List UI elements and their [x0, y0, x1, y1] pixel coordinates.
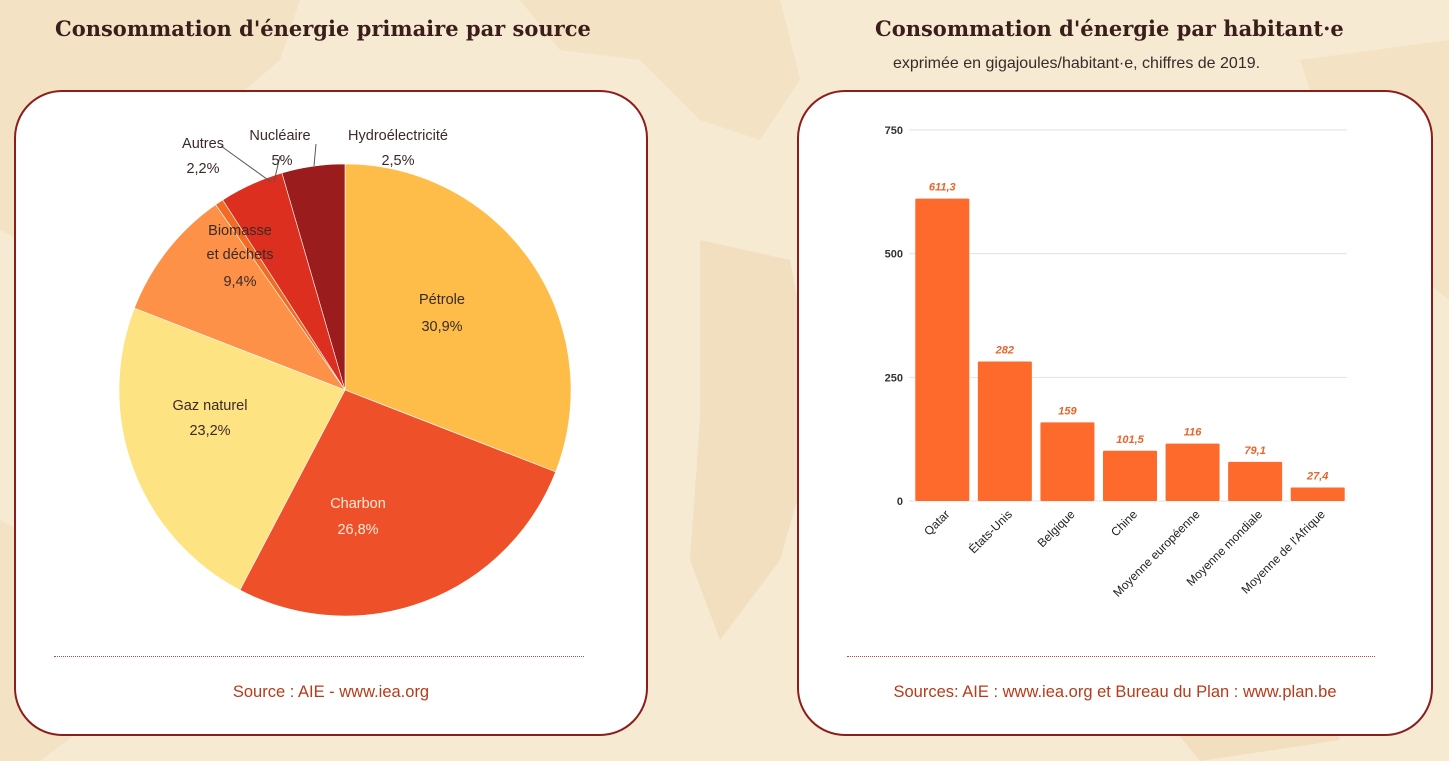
left-source-text: Source : AIE - www.iea.org [232, 683, 430, 701]
pie-slice-gaz-naturel [118, 307, 346, 591]
pie-slice-hydroelectricite [281, 163, 346, 391]
left-chart-title: Consommation d'énergie primaire par sour… [55, 16, 591, 41]
value-label-moyenne-europeenne: 116 [1184, 427, 1202, 439]
pie-slice-petrole [344, 163, 572, 473]
pie-label-charbon-name: Charbon [330, 496, 386, 512]
value-label-qatar: 611,3 [929, 182, 956, 194]
pie-label-autres-name: Autres [182, 136, 224, 152]
bar-chart: 0 250 500 750 611,3 282 159 101,5 116 79,1 27,4 Q… [885, 125, 1347, 600]
right-chart-card: 0 250 500 750 611,3 282 159 101,5 116 79,1 27,4 Q… [797, 90, 1433, 736]
pie-label-hydro-name: Hydroélectricité [348, 128, 448, 144]
bar-etats-unis [977, 361, 1032, 501]
pie-label-biomasse-value: 9,4% [223, 274, 256, 290]
value-label-etats-unis: 282 [995, 345, 1014, 357]
value-label-moyenne-mondiale: 79,1 [1244, 445, 1265, 457]
pie-slice-biomasse-et-dechets [133, 204, 346, 391]
y-tick-label-500: 500 [885, 249, 903, 261]
hydro-leader-line [313, 143, 317, 167]
category-label-etats-unis: États-Unis [965, 507, 1015, 557]
pie-label-nucleaire-value: 5% [272, 153, 293, 169]
pie-slice-charbon [239, 389, 557, 617]
right-source-text: Sources: AIE : www.iea.org et Bureau du … [893, 683, 1337, 701]
pie-label-charbon-value: 26,8% [337, 522, 378, 538]
right-divider [847, 656, 1375, 657]
category-label-belgique: Belgique [1035, 507, 1078, 550]
pie-label-autres-value: 2,2% [186, 161, 219, 177]
left-chart-card: Pétrole 30,9% Charbon 26,8% Gaz naturel … [14, 90, 648, 736]
pie-label-gaz-name: Gaz naturel [173, 398, 248, 414]
left-divider [54, 656, 584, 657]
bar-moyenne-europeenne [1165, 443, 1220, 501]
y-tick-label-250: 250 [885, 372, 903, 384]
pie-label-hydro-value: 2,5% [381, 153, 414, 169]
value-label-moyenne-de-l-afrique: 27,4 [1306, 470, 1328, 482]
pie-label-petrole-value: 30,9% [421, 319, 462, 335]
bar-qatar [915, 198, 970, 501]
bar-chine [1103, 450, 1157, 501]
y-tick-label-750: 750 [885, 125, 903, 137]
bar-moyenne-de-l-afrique [1290, 487, 1345, 501]
pie-label-gaz-value: 23,2% [189, 423, 230, 439]
autres-leader-line [220, 145, 272, 183]
pie-label-nucleaire-name: Nucléaire [249, 128, 310, 144]
pie-label-petrole-name: Pétrole [419, 292, 465, 308]
right-chart-title: Consommation d'énergie par habitant·e [875, 16, 1344, 41]
category-label-chine: Chine [1108, 507, 1140, 539]
bar-moyenne-mondiale [1228, 461, 1283, 501]
y-tick-label-0: 0 [897, 496, 903, 508]
pie-label-biomasse-name-line1: Biomasse [208, 223, 272, 239]
right-chart-subtitle: exprimée en gigajoules/habitant·e, chiff… [893, 55, 1261, 72]
value-label-belgique: 159 [1058, 405, 1077, 417]
category-label-qatar: Qatar [921, 507, 952, 538]
nucleaire-leader-line [273, 155, 281, 183]
bar-belgique [1040, 422, 1095, 501]
value-label-chine: 101,5 [1116, 434, 1144, 446]
pie-label-biomasse-name-line2: et déchets [207, 247, 274, 263]
pie-chart: Pétrole 30,9% Charbon 26,8% Gaz naturel … [118, 128, 572, 617]
